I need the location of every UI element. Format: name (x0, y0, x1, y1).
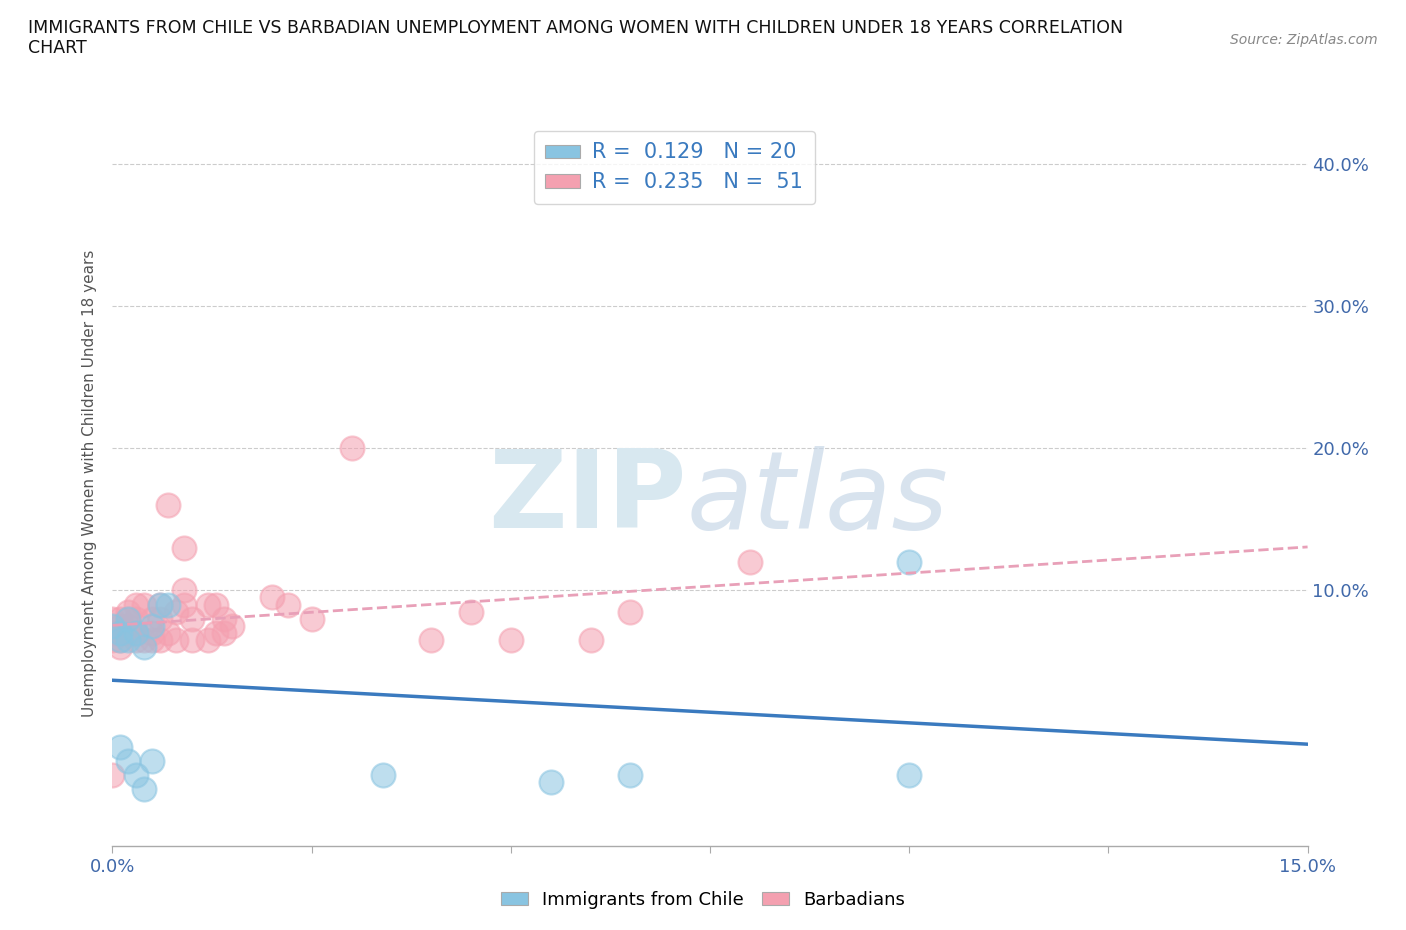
Point (420, 632, 443, 647)
Point (101, 768, 124, 783)
Point (173, 583, 195, 598)
Point (173, 597, 195, 612)
Text: ZIP: ZIP (488, 445, 686, 551)
Point (165, 632, 187, 647)
Point (110, 632, 132, 647)
Point (134, 597, 156, 612)
Point (173, 540, 195, 555)
Point (125, 768, 148, 783)
Y-axis label: Unemployment Among Women with Children Under 18 years: Unemployment Among Women with Children U… (82, 250, 97, 717)
Point (619, 604, 641, 619)
Point (499, 632, 522, 647)
Point (134, 640, 156, 655)
Point (149, 597, 172, 612)
Point (110, 611, 132, 626)
Point (277, 597, 299, 612)
Point (181, 611, 204, 626)
Point (157, 626, 180, 641)
Point (898, 554, 921, 569)
Text: Source: ZipAtlas.com: Source: ZipAtlas.com (1230, 33, 1378, 46)
Point (205, 626, 228, 641)
Point (212, 626, 235, 641)
Point (301, 611, 323, 626)
Point (141, 618, 163, 633)
Point (125, 597, 148, 612)
Legend: R =  0.129   N = 20, R =  0.235   N =  51: R = 0.129 N = 20, R = 0.235 N = 51 (534, 130, 814, 204)
Point (197, 597, 219, 612)
Point (125, 611, 148, 626)
Point (141, 611, 163, 626)
Point (125, 632, 148, 647)
Point (221, 618, 243, 633)
Point (110, 640, 132, 655)
Point (141, 753, 163, 768)
Point (181, 632, 204, 647)
Point (540, 775, 562, 790)
Point (117, 618, 139, 633)
Point (117, 611, 139, 626)
Point (125, 626, 148, 641)
Point (165, 604, 187, 619)
Point (141, 632, 163, 647)
Point (373, 768, 395, 783)
Point (125, 626, 148, 641)
Point (117, 604, 139, 619)
Point (738, 554, 761, 569)
Point (110, 626, 132, 641)
Point (205, 597, 228, 612)
Point (117, 626, 139, 641)
Legend: Immigrants from Chile, Barbadians: Immigrants from Chile, Barbadians (494, 884, 912, 916)
Point (212, 611, 235, 626)
Point (149, 632, 172, 647)
Point (134, 782, 156, 797)
Point (619, 768, 641, 783)
Point (157, 498, 180, 512)
Text: IMMIGRANTS FROM CHILE VS BARBADIAN UNEMPLOYMENT AMONG WOMEN WITH CHILDREN UNDER : IMMIGRANTS FROM CHILE VS BARBADIAN UNEMP… (28, 19, 1123, 58)
Point (101, 611, 124, 626)
Point (141, 626, 163, 641)
Point (110, 618, 132, 633)
Point (117, 611, 139, 626)
Point (101, 626, 124, 641)
Point (197, 632, 219, 647)
Point (117, 632, 139, 647)
Point (149, 611, 172, 626)
Point (157, 597, 180, 612)
Point (460, 604, 482, 619)
Point (260, 590, 283, 604)
Point (898, 768, 921, 783)
Point (149, 597, 172, 612)
Point (110, 739, 132, 754)
Point (117, 753, 139, 768)
Point (340, 441, 363, 456)
Point (101, 632, 124, 647)
Point (101, 618, 124, 633)
Point (110, 626, 132, 641)
Text: atlas: atlas (686, 445, 948, 551)
Point (134, 632, 156, 647)
Point (110, 632, 132, 647)
Point (579, 632, 602, 647)
